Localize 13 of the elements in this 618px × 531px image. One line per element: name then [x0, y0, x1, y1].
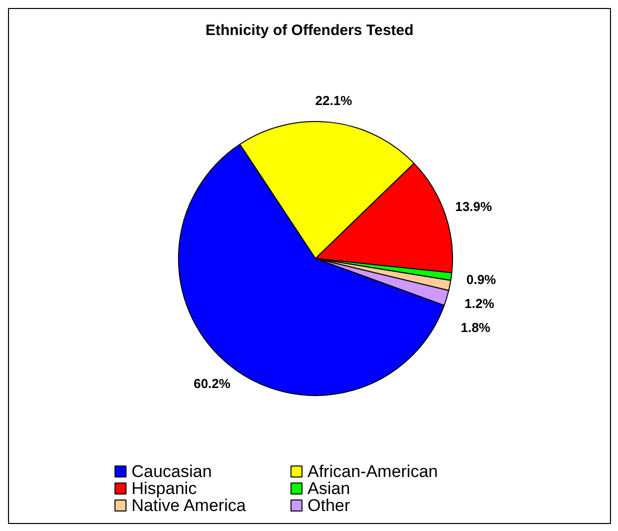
- data-label: 1.2%: [464, 296, 495, 311]
- legend-label: Native America: [132, 496, 246, 515]
- data-label: 22.1%: [315, 93, 353, 108]
- data-label: 0.9%: [466, 272, 496, 287]
- data-label: 1.8%: [460, 320, 491, 335]
- legend-label: African-American: [308, 462, 438, 481]
- legend-label: Other: [308, 496, 350, 515]
- legend-label: Hispanic: [132, 479, 198, 498]
- data-label: 60.2%: [194, 376, 231, 391]
- chart-title: Ethnicity of Offenders Tested: [205, 22, 414, 39]
- legend-label: Caucasian: [132, 462, 212, 481]
- data-label: 13.9%: [455, 199, 492, 214]
- legend-label: Asian: [308, 479, 350, 498]
